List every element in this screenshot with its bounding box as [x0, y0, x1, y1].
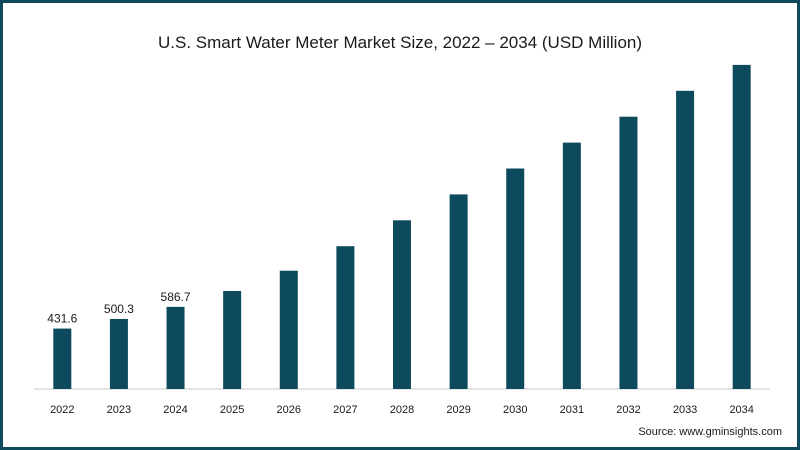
x-tick-label: 2027: [333, 404, 357, 416]
x-tick-label: 2033: [673, 404, 697, 416]
bar-2030: [506, 168, 525, 389]
x-tick-label: 2023: [107, 404, 131, 416]
x-tick-label: 2026: [277, 404, 301, 416]
bar-2028: [393, 220, 411, 389]
x-tick-label: 2034: [729, 404, 753, 416]
x-tick-label: 2024: [163, 404, 187, 416]
bar-2032: [619, 116, 638, 389]
data-label-2022: 431.6: [47, 312, 77, 326]
x-tick-label: 2022: [50, 404, 74, 416]
bar-2034: [732, 64, 751, 390]
source-note: Source: www.gminsights.com: [638, 426, 782, 438]
bar-2027: [336, 246, 355, 389]
x-tick-label: 2031: [560, 404, 584, 416]
chart-title: U.S. Smart Water Meter Market Size, 2022…: [157, 33, 643, 52]
bar-2033: [676, 90, 695, 390]
x-tick-label: 2028: [390, 404, 414, 416]
x-tick-label: 2030: [503, 404, 527, 416]
bar-2026: [279, 270, 298, 389]
bar-2022: [53, 328, 72, 389]
x-tick-label: 2032: [616, 404, 640, 416]
bar-2025: [223, 291, 242, 389]
bar-2031: [562, 142, 581, 389]
bar-2029: [449, 194, 468, 389]
x-tick-label: 2029: [446, 404, 470, 416]
bar-2024: [166, 306, 185, 389]
bar-2023: [109, 318, 128, 389]
data-label-2023: 500.3: [104, 302, 134, 316]
data-label-2024: 586.7: [161, 290, 191, 304]
x-tick-label: 2025: [220, 404, 244, 416]
